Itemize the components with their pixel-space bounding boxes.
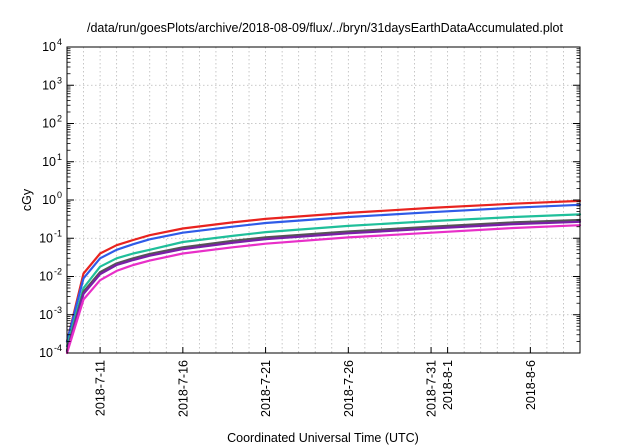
series-line-1	[65, 199, 582, 343]
x-tick-label: 2018-7-21	[259, 360, 273, 417]
y-tick-label: 10-3	[39, 305, 62, 322]
x-axis-label: Coordinated Universal Time (UTC)	[227, 431, 419, 445]
series-line-3	[65, 213, 582, 348]
y-tick-label: 10-4	[39, 343, 62, 360]
y-tick-label: 10-2	[39, 267, 62, 284]
chart-title: /data/run/goesPlots/archive/2018-08-09/f…	[87, 21, 563, 35]
x-tick-label: 2018-7-26	[342, 360, 356, 417]
x-tick-label: 2018-8-6	[524, 360, 538, 410]
series-layer	[65, 199, 582, 355]
x-axis-ticks: 2018-7-11 2018-7-16 2018-7-21 2018-7-26 2018…	[94, 347, 538, 417]
y-tick-label: 101	[42, 152, 62, 169]
series-line-6	[65, 224, 582, 355]
x-tick-label: 2018-7-31	[425, 360, 439, 417]
y-tick-label: 100	[42, 190, 62, 207]
y-tick-label: 103	[42, 75, 62, 92]
x-tick-label: 2018-7-16	[176, 360, 190, 417]
grid-lines	[67, 47, 580, 353]
y-tick-label: 102	[42, 114, 62, 131]
y-tick-label: 10-1	[39, 228, 62, 245]
x-tick-label: 2018-7-11	[94, 360, 108, 416]
y-tick-label: 104	[42, 37, 62, 54]
y-axis-label: cGy	[20, 188, 34, 211]
x-tick-label: 2018-8-1	[441, 360, 455, 410]
series-line-4	[65, 218, 582, 352]
series-line-2	[65, 203, 582, 343]
series-line-5	[65, 220, 582, 353]
